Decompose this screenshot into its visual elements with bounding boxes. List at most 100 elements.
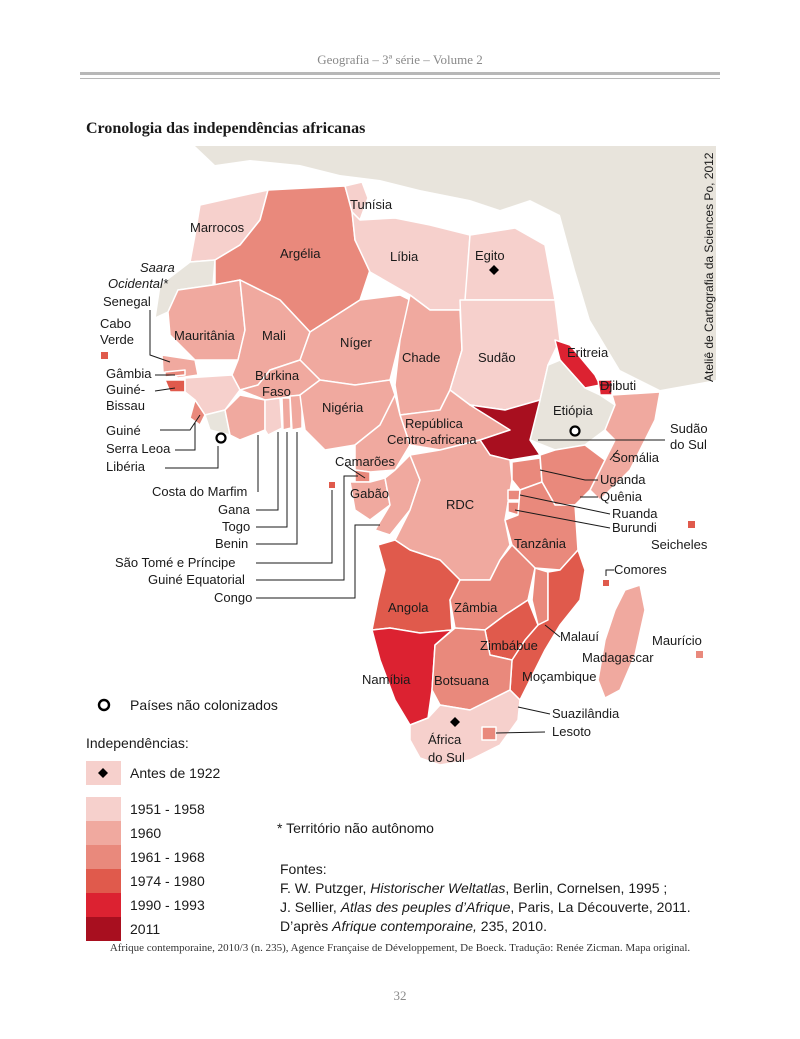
- leader-senegal: [149, 310, 171, 363]
- legend-uncolonized-label: Países não colonizados: [130, 697, 278, 713]
- label-saara1: Saara: [140, 260, 175, 275]
- label-malaui: Malauí: [560, 629, 599, 644]
- label-mauritania: Mauritânia: [174, 328, 235, 343]
- label-africadosul1: África: [428, 732, 462, 747]
- label-sudaodosul2: do Sul: [670, 437, 707, 452]
- leader-guine: [160, 414, 201, 431]
- label-gabao: Gabão: [350, 486, 389, 501]
- country-ruanda: [507, 489, 521, 501]
- country-gambia: [164, 369, 186, 378]
- uncolonized-liberia-marker: [215, 432, 227, 444]
- island-cabo-verde: [101, 352, 108, 359]
- label-nigeria: Nigéria: [322, 400, 364, 415]
- label-mauricio: Maurício: [652, 633, 702, 648]
- legend-class-row: 1990 - 1993: [86, 893, 286, 917]
- legend-uncolonized: Países não colonizados: [86, 692, 286, 718]
- label-guine: Guiné: [106, 423, 141, 438]
- country-madagascar: [597, 584, 646, 699]
- label-caboverde2: Verde: [100, 332, 134, 347]
- label-uganda: Uganda: [600, 472, 646, 487]
- legend-classes: 1951 - 1958 1960 1961 - 1968 1974 - 1980 199…: [86, 797, 286, 941]
- source-2: J. Sellier, Atlas des peuples d’Afrique,…: [280, 899, 691, 915]
- island-sao-tome: [329, 482, 335, 488]
- label-caboverde1: Cabo: [100, 316, 131, 331]
- leader-benin: [256, 432, 298, 545]
- leader-lesoto: [495, 731, 546, 734]
- legend-swatch: [86, 797, 121, 821]
- label-sudao: Sudão: [478, 350, 516, 365]
- sources: Fontes: F. W. Putzger, Historischer Welt…: [280, 860, 691, 936]
- europe-land: [195, 146, 716, 380]
- label-suazilandia: Suazilândia: [552, 706, 620, 721]
- header-rule: [80, 72, 720, 75]
- label-burkina1: Burkina: [255, 368, 300, 383]
- leader-suazilandia: [517, 706, 551, 715]
- legend-swatch: [86, 845, 121, 869]
- label-guineequatorial: Guiné Equatorial: [148, 572, 245, 587]
- label-marrocos: Marrocos: [190, 220, 245, 235]
- label-argelia: Argélia: [280, 246, 321, 261]
- legend-swatch: [86, 893, 121, 917]
- label-burkina2: Faso: [262, 384, 291, 399]
- country-benin: [289, 394, 303, 431]
- country-togo: [281, 397, 292, 431]
- label-benin: Benin: [215, 536, 248, 551]
- legend-class-row: 1951 - 1958: [86, 797, 286, 821]
- label-camaroes: Camarões: [335, 454, 395, 469]
- uncolonized-etiopia-marker: [569, 425, 581, 437]
- label-ruanda: Ruanda: [612, 506, 658, 521]
- label-saara2: Ocidental*: [108, 276, 169, 291]
- label-madagascar: Madagascar: [582, 650, 654, 665]
- label-burundi: Burundi: [612, 520, 657, 535]
- label-serraleoa: Serra Leoa: [106, 441, 171, 456]
- before1922-egito-marker: [489, 265, 499, 275]
- legend-class-row: 1960: [86, 821, 286, 845]
- label-gana: Gana: [218, 502, 251, 517]
- page-number: 32: [393, 988, 407, 1003]
- label-chade: Chade: [402, 350, 440, 365]
- label-congo: Congo: [214, 590, 252, 605]
- label-egito: Egito: [475, 248, 505, 263]
- leader-uganda: [539, 469, 598, 481]
- label-namibia: Namíbia: [362, 672, 411, 687]
- label-tunisia: Tunísia: [350, 197, 393, 212]
- uncolonized-icon: [97, 698, 111, 712]
- legend-swatch: [86, 917, 121, 941]
- label-togo: Togo: [222, 519, 250, 534]
- leader-guineequatorial: [256, 475, 358, 581]
- arabia-land: [560, 215, 716, 390]
- label-africadosul2: do Sul: [428, 750, 465, 765]
- legend: Países não colonizados Independências: A…: [86, 692, 286, 941]
- label-lesoto: Lesoto: [552, 724, 591, 739]
- label-seicheles: Seicheles: [651, 537, 708, 552]
- label-niger: Níger: [340, 335, 372, 350]
- label-eritreia: Eritreia: [567, 345, 609, 360]
- label-angola: Angola: [388, 600, 429, 615]
- label-guinebissau1: Guiné-: [106, 382, 145, 397]
- label-somalia: Somália: [612, 450, 660, 465]
- legend-class-label: 1961 - 1968: [130, 849, 205, 865]
- legend-class-row: 2011: [86, 917, 286, 941]
- country-sudao-do-sul: [469, 399, 541, 461]
- legend-class-label: 1960: [130, 825, 162, 841]
- leader-congo: [256, 524, 380, 599]
- label-zimbabue: Zimbábue: [480, 638, 538, 653]
- before1922-africadosul-marker: [450, 717, 460, 727]
- country-serra-leoa: [189, 399, 206, 426]
- leader-togo: [256, 432, 288, 528]
- country-egito: [464, 227, 556, 301]
- leader-saotome: [256, 490, 333, 564]
- label-costamarfim: Costa do Marfim: [152, 484, 247, 499]
- label-rdc: RDC: [446, 497, 474, 512]
- sources-heading: Fontes:: [280, 861, 327, 877]
- island-comores: [603, 580, 609, 586]
- label-quenia: Quênia: [600, 489, 643, 504]
- legend-heading: Independências:: [86, 735, 189, 751]
- legend-swatch: [86, 869, 121, 893]
- label-djibuti: Djibuti: [600, 378, 636, 393]
- header-rule-thin: [80, 78, 720, 79]
- leader-comores: [605, 569, 614, 576]
- country-gana: [264, 397, 283, 436]
- label-libia: Líbia: [390, 249, 419, 264]
